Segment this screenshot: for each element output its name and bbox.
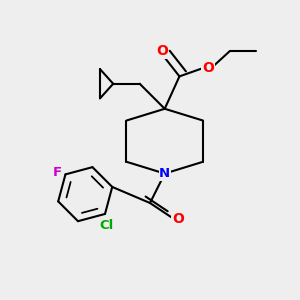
Text: N: N <box>159 167 170 180</box>
Text: F: F <box>52 167 62 179</box>
Text: O: O <box>202 61 214 75</box>
Text: O: O <box>156 44 168 58</box>
Text: O: O <box>172 212 184 226</box>
Text: Cl: Cl <box>99 219 114 232</box>
